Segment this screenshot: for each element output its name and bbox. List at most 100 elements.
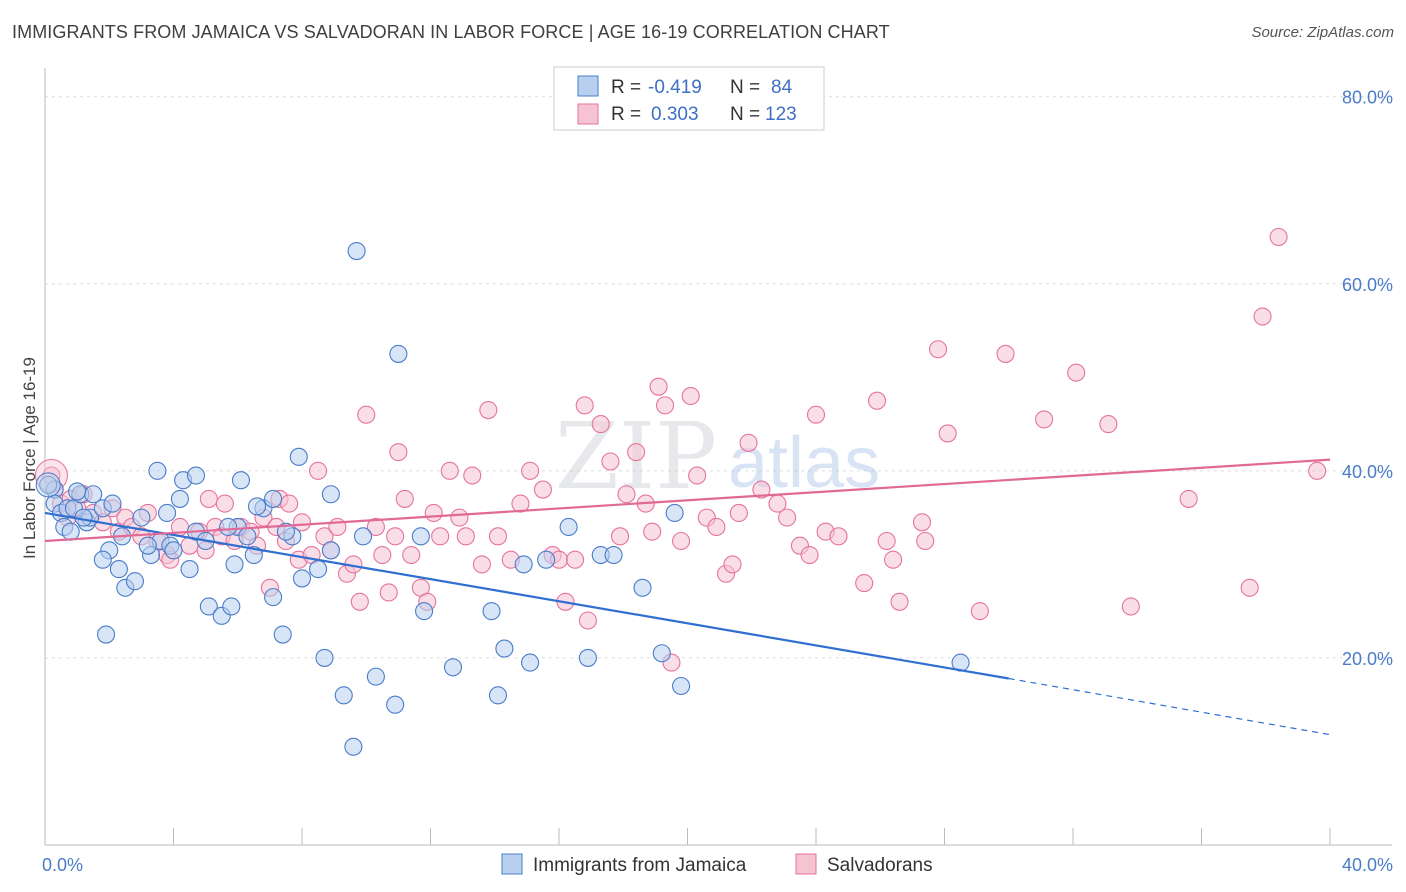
salvadorans-point-111 [970, 602, 989, 621]
salvadorans-point-121 [1308, 461, 1327, 480]
jamaica-point-62 [521, 653, 540, 672]
salvadorans-point-87 [688, 466, 707, 485]
jamaica-trend-line [44, 511, 1009, 680]
salvadorans-point-37 [292, 513, 312, 532]
x-tick-labels: 0.0% 40.0% [42, 855, 1393, 875]
jamaica-point-74 [353, 527, 373, 546]
series-legend: Immigrants from Jamaica Salvadorans [501, 853, 933, 876]
salvadorans-point-74 [578, 611, 597, 630]
jamaica-point-44 [289, 447, 308, 466]
stats-legend: R = -0.419 N = 84 R = 0.303 N = 123 [553, 66, 825, 131]
salvadorans-point-76 [601, 452, 620, 471]
salvadorans-point-112 [996, 344, 1015, 363]
jamaica-point-49 [321, 485, 340, 504]
salvadorans-point-108 [916, 531, 935, 551]
y-tick-label-2: 60.0% [1342, 275, 1393, 295]
legend-n-label-1: N = [730, 77, 760, 98]
salvadorans-point-118 [1240, 578, 1259, 597]
y-axis-label: In Labor Force | Age 16-19 [20, 357, 39, 559]
jamaica-point-17 [132, 508, 151, 527]
salvadorans-point-39 [309, 461, 328, 480]
jamaica-point-23 [170, 489, 189, 508]
jamaica-point-16 [125, 572, 144, 591]
salvadorans-point-56 [424, 503, 443, 522]
salvadorans-point-103 [867, 391, 887, 410]
jamaica-point-61 [514, 555, 533, 574]
jamaica-point-30 [199, 597, 218, 616]
y-tick-label-3: 80.0% [1342, 88, 1393, 108]
legend-swatch-salvadorans [577, 103, 599, 125]
jamaica-point-large [35, 472, 61, 498]
salvadorans-point-25 [215, 494, 234, 513]
salvadorans-point-60 [456, 527, 475, 546]
salvadorans-point-93 [739, 433, 758, 452]
salvadorans-point-78 [617, 485, 636, 504]
salvadorans-point-113 [1035, 410, 1054, 429]
jamaica-point-22 [164, 541, 183, 560]
jamaica-point-40 [264, 588, 283, 607]
jamaica-point-68 [652, 644, 671, 663]
jamaica-point-13 [109, 560, 128, 579]
salvadorans-point-64 [488, 527, 508, 546]
axes [44, 68, 1392, 846]
jamaica-point-81 [61, 522, 80, 541]
jamaica-point-39 [264, 489, 283, 508]
salvadorans-point-50 [386, 527, 405, 546]
salvadorans-point-102 [855, 574, 874, 593]
jamaica-point-11 [103, 494, 122, 513]
jamaica-point-73 [411, 527, 430, 546]
jamaica-point-47 [315, 648, 334, 667]
salvadorans-point-68 [533, 480, 552, 499]
jamaica-point-65 [578, 648, 597, 667]
jamaica-point-33 [225, 555, 244, 574]
salvadorans-point-62 [472, 555, 491, 574]
salvadorans-point-52 [395, 489, 414, 508]
jamaica-point-45 [292, 569, 312, 588]
salvadorans-point-116 [1121, 597, 1140, 616]
salvadorans-point-57 [431, 527, 450, 546]
jamaica-trend-extension [1008, 677, 1331, 736]
legend-n-value-1: 84 [771, 77, 793, 98]
legend-r-value-2: 0.303 [651, 104, 699, 125]
salvadorans-point-79 [627, 443, 646, 462]
salvadorans-point-81 [643, 522, 662, 541]
salvadorans-point-115 [1099, 415, 1118, 434]
jamaica-point-58 [482, 602, 501, 621]
salvadorans-point-83 [655, 396, 675, 415]
salvadorans-point-47 [366, 517, 385, 537]
chart-title: IMMIGRANTS FROM JAMAICA VS SALVADORAN IN… [12, 22, 890, 42]
y-tick-label-1: 40.0% [1342, 462, 1393, 482]
salvadorans-point-101 [829, 527, 848, 546]
salvadorans-point-35 [280, 494, 299, 513]
salvadorans-point-85 [672, 531, 691, 551]
x-tick-label-1: 40.0% [1342, 855, 1393, 875]
jamaica-point-14 [96, 625, 116, 644]
jamaica-point-37 [244, 545, 263, 565]
jamaica-point-78 [219, 517, 238, 537]
salvadorans-point-105 [884, 550, 903, 569]
salvadorans-point-53 [402, 545, 421, 565]
jamaica-point-35 [231, 471, 251, 490]
salvadorans-point-82 [649, 377, 668, 396]
jamaica-point-28 [186, 466, 206, 485]
salvadorans-point-67 [521, 461, 540, 480]
x-tick-label-0: 0.0% [42, 855, 83, 875]
jamaica-point-50 [334, 686, 353, 705]
salvadorans-point-104 [877, 531, 896, 551]
salvadorans-point-45 [350, 592, 369, 611]
salvadorans-point-94 [752, 480, 771, 499]
jamaica-point-83 [39, 475, 58, 494]
jamaica-point-69 [665, 503, 684, 522]
jamaica-point-56 [415, 602, 434, 621]
trend-lines [44, 458, 1331, 736]
salvadorans-point-73 [575, 396, 594, 415]
jamaica-point-82 [68, 482, 87, 501]
salvadorans-point-46 [357, 405, 376, 424]
legend-item-salvadorans-label: Salvadorans [827, 855, 933, 876]
jamaica-point-52 [347, 241, 366, 261]
jamaica-point-36 [238, 527, 257, 546]
y-tick-labels: 20.0% 40.0% 60.0% 80.0% [1342, 88, 1393, 669]
legend-item-salvadorans-swatch [795, 853, 817, 875]
salvadorans-point-89 [707, 517, 726, 537]
jamaica-point-72 [604, 545, 623, 565]
